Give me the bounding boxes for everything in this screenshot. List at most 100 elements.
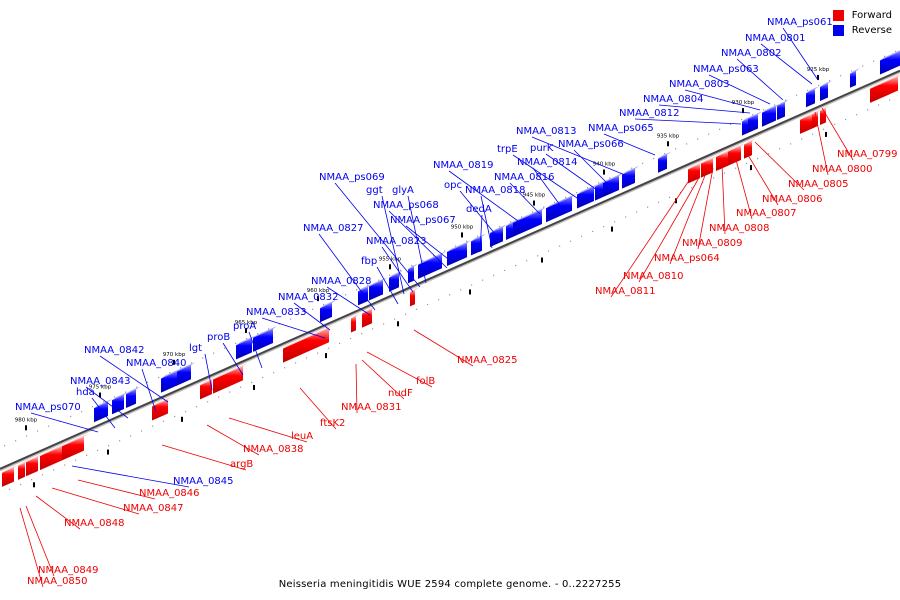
reverse-gene[interactable] <box>369 280 383 301</box>
forward-gene[interactable] <box>213 366 243 394</box>
gene-label[interactable]: NMAA_0800 <box>812 164 873 175</box>
forward-gene[interactable] <box>26 456 38 477</box>
gene-label[interactable]: fbp <box>361 256 377 267</box>
gene-label[interactable]: NMAA_0809 <box>682 238 743 249</box>
forward-gene[interactable] <box>362 309 372 328</box>
gene-label[interactable]: NMAA_0816 <box>494 172 555 183</box>
forward-gene[interactable] <box>744 141 752 159</box>
reverse-gene[interactable] <box>512 210 542 238</box>
gene-label[interactable]: NMAA_0845 <box>173 476 234 487</box>
forward-gene[interactable] <box>2 467 14 487</box>
gene-label[interactable]: NMAA_0850 <box>27 576 88 587</box>
reverse-gene[interactable] <box>126 389 136 409</box>
reverse-gene[interactable] <box>880 51 900 75</box>
gene-label[interactable]: ftsK2 <box>320 418 345 429</box>
gene-label[interactable]: proA <box>233 321 256 332</box>
reverse-gene[interactable] <box>595 183 603 201</box>
forward-gene[interactable] <box>688 164 700 184</box>
gene-label[interactable]: NMAA_0848 <box>64 518 125 529</box>
reverse-gene[interactable] <box>358 286 368 306</box>
gene-label[interactable]: NMAA_0831 <box>341 402 402 413</box>
gene-label[interactable]: proB <box>207 332 230 343</box>
gene-label[interactable]: NMAA_ps069 <box>319 172 385 183</box>
gene-label[interactable]: glyA <box>392 185 414 196</box>
gene-label[interactable]: NMAA_0806 <box>762 194 823 205</box>
gene-label[interactable]: NMAA_0813 <box>516 126 577 137</box>
gene-label[interactable]: NMAA_0840 <box>126 358 187 369</box>
gene-label[interactable]: NMAA_ps070 <box>15 402 81 413</box>
reverse-gene[interactable] <box>850 71 856 88</box>
gene-label[interactable]: folB <box>416 376 435 387</box>
gene-label[interactable]: NMAA_0801 <box>745 33 806 44</box>
gene-label[interactable]: NMAA_0804 <box>643 94 704 105</box>
gene-label[interactable]: NMAA_ps065 <box>588 123 654 134</box>
gene-label[interactable]: hda <box>76 387 95 398</box>
gene-label[interactable]: NMAA_0811 <box>595 286 656 297</box>
gene-label[interactable]: NMAA_ps068 <box>373 200 439 211</box>
reverse-gene[interactable] <box>253 329 273 352</box>
forward-gene[interactable] <box>152 399 168 421</box>
reverse-gene[interactable] <box>389 273 399 292</box>
gene-label[interactable]: leuA <box>291 431 313 442</box>
gene-label[interactable]: NMAA_0807 <box>736 208 797 219</box>
reverse-gene[interactable] <box>742 118 748 136</box>
gene-label[interactable]: purK <box>530 143 554 154</box>
forward-gene[interactable] <box>727 145 741 167</box>
reverse-gene[interactable] <box>506 222 513 240</box>
forward-gene[interactable] <box>820 108 826 126</box>
reverse-gene[interactable] <box>546 196 572 223</box>
reverse-gene[interactable] <box>820 83 828 102</box>
gene-label[interactable]: NMAA_0810 <box>623 271 684 282</box>
forward-gene[interactable] <box>351 316 356 333</box>
forward-gene[interactable] <box>62 436 84 461</box>
gene-label[interactable]: NMAA_0832 <box>278 292 339 303</box>
gene-label[interactable]: NMAA_0849 <box>38 565 99 576</box>
gene-label[interactable]: argB <box>230 459 253 470</box>
reverse-gene[interactable] <box>806 89 815 108</box>
reverse-gene[interactable] <box>762 106 776 127</box>
forward-gene[interactable] <box>410 290 415 307</box>
gene-label[interactable]: NMAA_0828 <box>311 276 372 287</box>
gene-label[interactable]: ggt <box>366 185 383 196</box>
gene-label[interactable]: NMAA_0823 <box>366 236 427 247</box>
reverse-gene[interactable] <box>236 338 252 360</box>
gene-label[interactable]: opc <box>444 180 462 191</box>
gene-label[interactable]: trpE <box>497 144 518 155</box>
gene-label[interactable]: NMAA_0843 <box>70 376 131 387</box>
forward-gene[interactable] <box>40 446 62 471</box>
reverse-gene[interactable] <box>94 402 108 423</box>
gene-label[interactable]: NMAA_0819 <box>433 160 494 171</box>
gene-label[interactable]: NMAA_0812 <box>619 108 680 119</box>
gene-label[interactable]: NMAA_0805 <box>788 179 849 190</box>
reverse-gene[interactable] <box>748 114 758 133</box>
gene-label[interactable]: NMAA_0847 <box>123 503 184 514</box>
reverse-gene[interactable] <box>658 154 667 173</box>
reverse-gene[interactable] <box>603 175 619 198</box>
forward-gene[interactable] <box>716 151 728 172</box>
reverse-gene[interactable] <box>161 371 177 393</box>
gene-label[interactable]: NMAA_0838 <box>243 444 304 455</box>
gene-label[interactable]: NMAA_0825 <box>457 355 518 366</box>
gene-label[interactable]: NMAA_0814 <box>517 157 578 168</box>
forward-gene[interactable] <box>18 462 25 480</box>
gene-label[interactable]: NMAA_ps067 <box>390 215 456 226</box>
forward-gene[interactable] <box>870 76 898 103</box>
forward-gene[interactable] <box>800 114 812 134</box>
gene-label[interactable]: NMAA_0833 <box>246 307 307 318</box>
reverse-gene[interactable] <box>408 266 414 284</box>
gene-label[interactable]: NMAA_0827 <box>303 223 364 234</box>
gene-label[interactable]: NMAA_ps063 <box>693 64 759 75</box>
reverse-gene[interactable] <box>320 302 332 323</box>
reverse-gene[interactable] <box>447 243 467 267</box>
gene-label[interactable]: NMAA_0842 <box>84 345 145 356</box>
reverse-gene[interactable] <box>622 168 635 189</box>
gene-label[interactable]: nudF <box>388 388 413 399</box>
forward-gene[interactable] <box>200 380 212 400</box>
reverse-gene[interactable] <box>112 394 124 415</box>
forward-gene[interactable] <box>283 328 329 363</box>
gene-label[interactable]: NMAA_ps064 <box>654 253 720 264</box>
reverse-gene[interactable] <box>777 102 785 121</box>
gene-label[interactable]: NMAA_0802 <box>721 48 782 59</box>
gene-label[interactable]: NMAA_0818 <box>465 185 526 196</box>
reverse-gene[interactable] <box>471 236 482 256</box>
